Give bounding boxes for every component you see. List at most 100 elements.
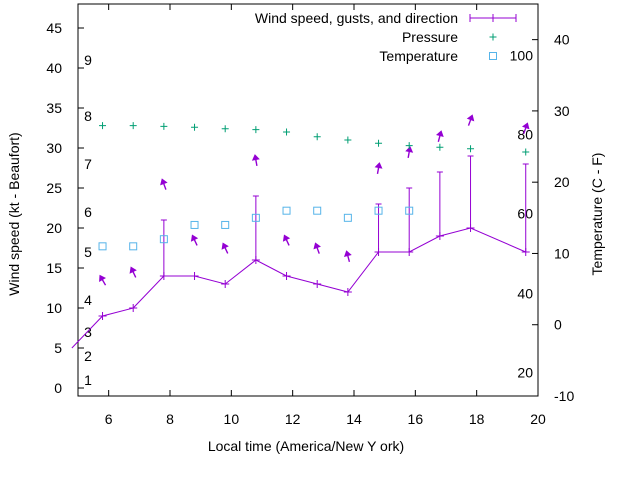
ticks: 6 8 10 12 14 16 18 20051015202530354045-1001020… xyxy=(46,4,574,427)
wind-direction-arrow xyxy=(521,122,530,134)
wind-direction-arrow xyxy=(313,242,321,254)
temperature-point xyxy=(129,242,138,251)
y2-axis-label: Temperature (C - F) xyxy=(589,153,605,276)
plot-area xyxy=(77,3,539,397)
beaufort-label: 5 xyxy=(84,244,92,260)
fahrenheit-label: 100 xyxy=(510,47,534,63)
beaufort-label: 1 xyxy=(84,372,92,388)
arrow-head xyxy=(251,154,260,161)
wind-direction-arrow xyxy=(160,178,168,190)
legend-label: Pressure xyxy=(402,29,458,45)
pressure-point xyxy=(344,136,352,144)
legend: Wind speed, gusts, and direction Pressure… xyxy=(255,10,517,64)
pressure-point xyxy=(467,145,475,153)
wind-speed-point xyxy=(282,272,291,280)
pressure-point xyxy=(129,122,137,130)
pressure-point xyxy=(221,125,229,133)
arrow-head xyxy=(466,114,475,122)
beaufort-label: 4 xyxy=(84,292,92,308)
wind-direction-arrow xyxy=(221,242,229,254)
y-tick-label: 25 xyxy=(46,180,62,196)
x-tick-label: 6 xyxy=(105,411,113,427)
y-tick-label: 20 xyxy=(46,220,62,236)
fahrenheit-label: 40 xyxy=(517,285,533,301)
y-tick-label: 5 xyxy=(54,340,62,356)
plot-border xyxy=(77,3,539,397)
wind-speed-point xyxy=(313,280,322,288)
pressure-point xyxy=(160,122,168,130)
wind-speed-point xyxy=(221,280,230,288)
arrow-head xyxy=(374,162,383,169)
legend-temperature-swatch xyxy=(489,52,497,60)
pressure-point xyxy=(283,128,291,136)
y2-tick-label: 40 xyxy=(554,32,570,48)
y-tick-label: 45 xyxy=(46,20,62,36)
wind-direction-arrow xyxy=(129,266,137,278)
beaufort-label: 2 xyxy=(84,348,92,364)
wind-direction-arrow xyxy=(466,114,475,126)
beaufort-label: 8 xyxy=(84,108,92,124)
arrow-head xyxy=(313,242,321,250)
wind-speed-point xyxy=(343,288,352,296)
legend-label: Wind speed, gusts, and direction xyxy=(255,10,458,26)
temperature-point xyxy=(159,235,168,244)
temperature-point xyxy=(190,220,199,229)
y2-tick-label: 30 xyxy=(554,103,570,119)
wind-speed-point xyxy=(98,312,107,320)
y-axis-label: Wind speed (kt - Beaufort) xyxy=(6,132,22,295)
y-tick-label: 35 xyxy=(46,100,62,116)
pressure-point xyxy=(252,126,260,134)
wind-direction-arrow xyxy=(405,146,414,159)
arrow-head xyxy=(436,130,444,138)
fahrenheit-label: 80 xyxy=(517,126,533,142)
temperature-point xyxy=(282,206,291,215)
y2-tick-label: 20 xyxy=(554,174,570,190)
legend-pressure-swatch xyxy=(489,33,497,41)
x-tick-label: 20 xyxy=(530,411,546,427)
temperature-point xyxy=(221,220,230,229)
x-tick-label: 14 xyxy=(346,411,362,427)
wind-direction-arrow xyxy=(99,274,107,286)
arrow-head xyxy=(129,266,137,274)
x-tick-label: 10 xyxy=(224,411,240,427)
legend-label: Temperature xyxy=(379,48,458,64)
arrow-head xyxy=(344,250,352,258)
wind-direction-arrow xyxy=(251,154,260,167)
arrow-head xyxy=(405,146,414,153)
x-tick-label: 12 xyxy=(285,411,301,427)
wind-speed-line xyxy=(71,227,526,349)
arrow-head xyxy=(160,178,168,186)
wind-speed-point xyxy=(129,304,138,312)
arrow-head xyxy=(99,274,106,282)
y-tick-label: 40 xyxy=(46,60,62,76)
fahrenheit-label: 20 xyxy=(517,364,533,380)
wind-direction-arrow xyxy=(374,162,383,175)
wind-direction-arrow xyxy=(282,234,291,246)
wind-direction-arrow xyxy=(436,130,444,142)
pressure-point xyxy=(313,133,321,141)
arrow-head xyxy=(282,234,291,242)
pressure-point xyxy=(191,123,199,131)
y2-tick-label: 0 xyxy=(554,317,562,333)
temperature-point xyxy=(313,206,322,215)
y-tick-label: 15 xyxy=(46,260,62,276)
beaufort-label: 6 xyxy=(84,204,92,220)
arrow-head xyxy=(521,122,530,130)
beaufort-label: 3 xyxy=(84,324,92,340)
y-tick-label: 10 xyxy=(46,300,62,316)
x-tick-label: 18 xyxy=(469,411,485,427)
x-tick-label: 16 xyxy=(408,411,424,427)
temperature-point xyxy=(405,206,414,215)
pressure-point xyxy=(405,142,413,150)
pressure-point xyxy=(522,148,530,156)
beaufort-label: 9 xyxy=(84,52,92,68)
pressure-point xyxy=(375,139,383,147)
series xyxy=(71,114,530,349)
pressure-point xyxy=(436,143,444,151)
x-tick-label: 8 xyxy=(166,411,174,427)
y2-tick-label: -10 xyxy=(554,388,574,404)
y-tick-label: 30 xyxy=(46,140,62,156)
wind-speed-point xyxy=(190,272,199,280)
y2-tick-label: 10 xyxy=(554,245,570,261)
